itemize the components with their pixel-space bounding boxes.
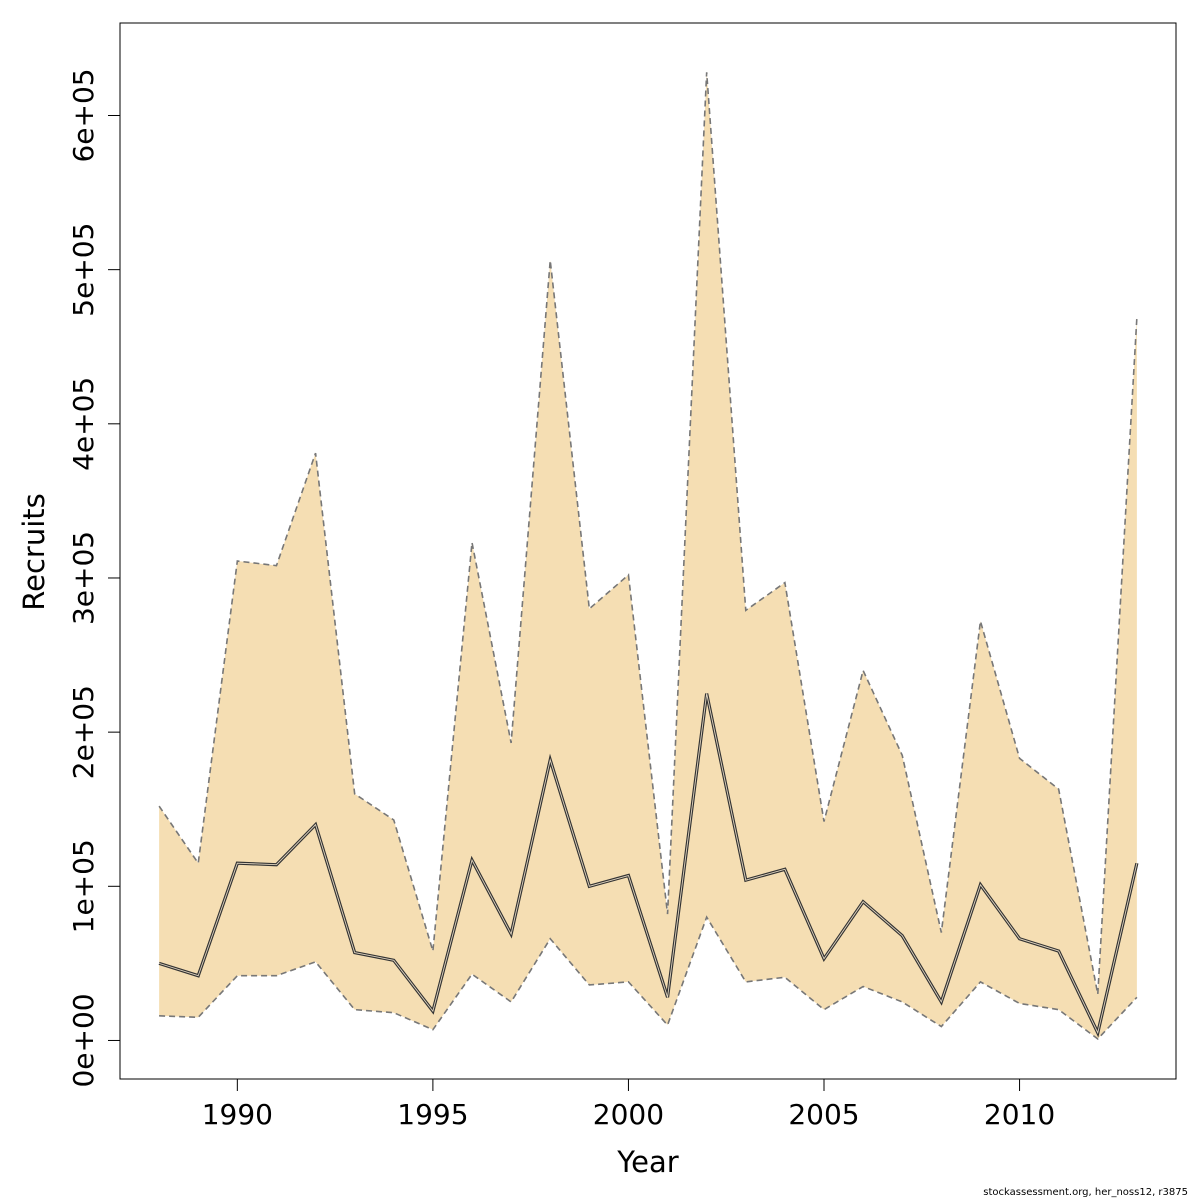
y-axis-title: Recruits: [17, 493, 51, 610]
estimate-line-layer: [158, 693, 1139, 1038]
confidence-band-layer: [158, 72, 1138, 1040]
estimate-line-core: [158, 693, 1138, 1035]
x-axis-title: Year: [616, 1145, 678, 1179]
y-tick-label: 5e+05: [67, 223, 100, 317]
y-tick-label: 2e+05: [67, 685, 100, 779]
y-axis: 0e+00 1e+05 2e+05 3e+05 4e+05 5e+05 6e+05: [67, 68, 121, 1088]
y-tick-label: 3e+05: [67, 531, 100, 625]
lower-bound-line: [159, 915, 1138, 1040]
x-tick-label: 2005: [788, 1098, 859, 1131]
x-tick-label: 1990: [202, 1098, 273, 1131]
y-tick-label: 1e+05: [67, 839, 100, 933]
x-tick-label: 2010: [984, 1098, 1055, 1131]
x-axis: 1990 1995 2000 2005 2010: [202, 1078, 1055, 1131]
y-tick-label: 4e+05: [67, 377, 100, 471]
confidence-band: [159, 72, 1137, 1039]
x-tick-label: 1995: [397, 1098, 468, 1131]
y-tick-label: 6e+05: [67, 68, 100, 162]
upper-bound-line: [158, 72, 1138, 995]
x-tick-label: 2000: [593, 1098, 664, 1131]
footer-credit: stockassessment.org, her_noss12, r3875: [983, 1187, 1188, 1198]
y-tick-label: 0e+00: [67, 993, 100, 1087]
